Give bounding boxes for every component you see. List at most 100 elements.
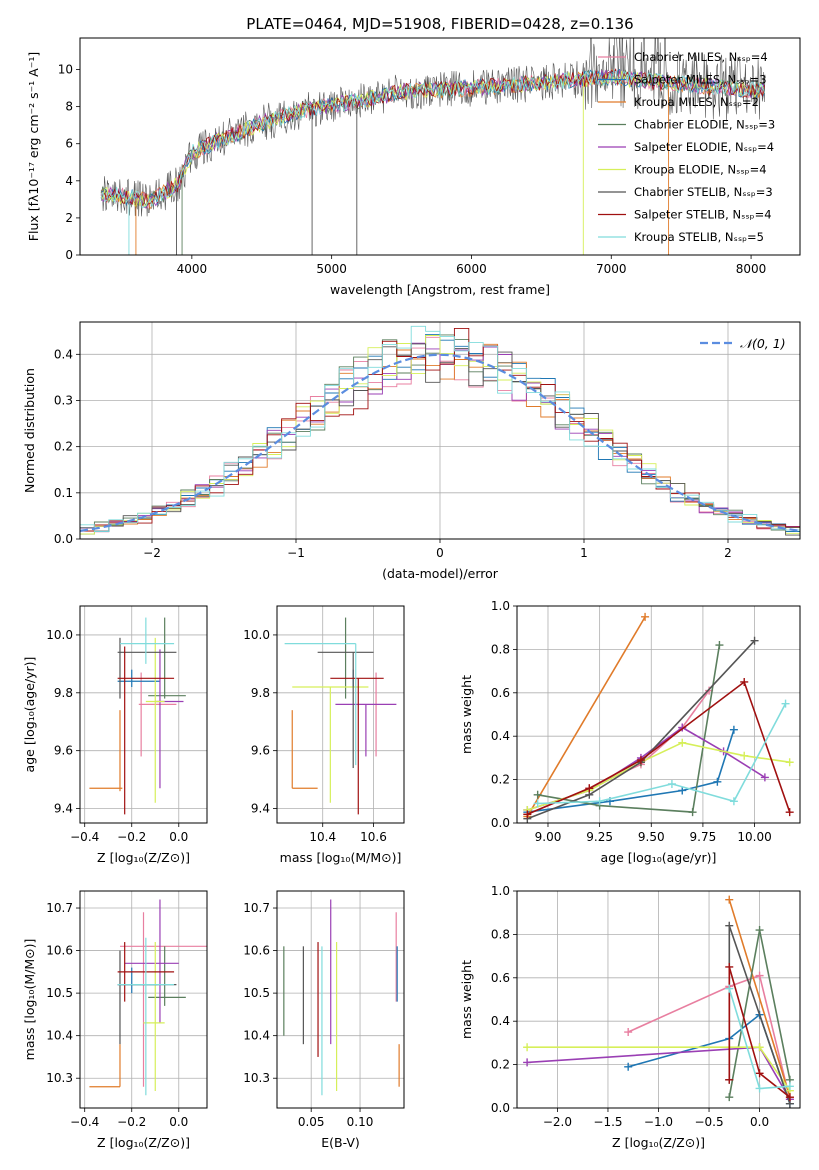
mass-weight-series-4: [527, 726, 766, 811]
mass-vs-EBV-plot-area: [277, 891, 404, 1108]
mass-weight-series-2: [728, 899, 791, 1098]
errorbar-point: [124, 899, 179, 1023]
data-point-marker: [755, 971, 764, 980]
axes-frame: [276, 890, 405, 1109]
histogram-series-8: [80, 325, 800, 532]
errorbar-point: [155, 649, 184, 789]
mass-weight-series-6: [527, 640, 756, 820]
axes-frame: [276, 605, 405, 824]
legend-label: Chabrier MILES, Nₛₛₚ=4: [634, 50, 768, 64]
mass-weight-series-0: [627, 974, 791, 1100]
y-tick-label: 9.4: [251, 802, 270, 816]
data-point-marker: [523, 1043, 532, 1052]
y-axis-label: mass [log₁₀(M/M⊙)]: [22, 939, 37, 1061]
spectrum-plot-area: [100, 38, 766, 255]
residuals-plot-area: [80, 322, 800, 539]
y-axis-label: Normed distribution: [22, 368, 37, 493]
x-axis-label: Z [log₁₀(Z/Z⊙)]: [97, 850, 190, 865]
mass-weight-vs-age-panel: 9.00 9.25 9.50 9.75 10.00 0.0 0.2 0.4 0.6 0.8 1.0 a…: [459, 599, 801, 865]
data-point-marker: [725, 962, 734, 971]
x-tick-label: 0: [436, 546, 444, 560]
data-point-marker: [641, 612, 650, 621]
errorbar-point: [335, 703, 397, 757]
legend-label: Kroupa ELODIE, Nₛₛₚ=4: [634, 163, 767, 177]
errorbar-point: [148, 946, 186, 1006]
spectrum-series-8: [100, 70, 765, 209]
data-point-marker: [595, 797, 604, 806]
data-point-marker: [624, 1062, 633, 1071]
y-tick-label: 0.6: [491, 686, 510, 700]
data-point-marker: [533, 790, 542, 799]
errorbar-point: [291, 710, 318, 789]
spectrum-series-4: [100, 69, 765, 209]
mass-weight-series-0: [526, 690, 710, 816]
legend-label: Chabrier STELIB, Nₛₛₚ=3: [634, 185, 773, 199]
errorbar-point: [143, 942, 165, 1091]
y-tick-label: 10: [58, 63, 73, 77]
x-tick-label: −1: [287, 546, 305, 560]
x-tick-label: 9.25: [586, 830, 613, 844]
y-tick-label: 0.6: [491, 971, 510, 985]
age-vs-Z-panel: −0.4 −0.2 0.0 9.4 9.6 9.8 10.0 Z [log₁₀(Z/Z⊙)] a…: [22, 605, 208, 865]
y-tick-label: 10.3: [46, 1071, 73, 1085]
mass-vs-Z-panel: −0.4 −0.2 0.0 10.3 10.4 10.5 10.6 10.7 Z [log₁₀(…: [22, 890, 208, 1150]
y-tick-label: 6: [65, 137, 73, 151]
x-tick-label: −1.5: [593, 1115, 622, 1129]
data-point-marker: [785, 808, 794, 817]
y-tick-label: 0.8: [491, 642, 510, 656]
data-point-marker: [636, 756, 645, 765]
errorbar-point: [317, 651, 374, 769]
normal-distribution-curve: [80, 353, 800, 532]
y-tick-label: 0.4: [54, 347, 73, 361]
y-tick-label: 0.0: [491, 816, 510, 830]
data-point-marker: [755, 1043, 764, 1052]
age-vs-mass-panel: 10.4 10.6 9.4 9.6 9.8 10.0 mass [log₁₀(M/M⊙)]: [243, 605, 405, 865]
x-tick-label: 9.75: [690, 830, 717, 844]
y-tick-label: 0.2: [491, 1058, 510, 1072]
y-tick-label: 10.4: [243, 1029, 270, 1043]
data-point-marker: [678, 786, 687, 795]
x-tick-label: 0.0: [169, 1115, 188, 1129]
errorbar-point: [138, 672, 177, 757]
mass-weight-series-7: [728, 966, 791, 1098]
y-tick-label: 10.5: [243, 986, 270, 1000]
y-axis-label: Flux [fλ10⁻¹⁷ erg cm⁻² s⁻¹ A⁻¹]: [26, 52, 41, 241]
data-point-marker: [523, 810, 532, 819]
y-tick-label: 10.6: [243, 944, 270, 958]
histogram-series-7: [80, 327, 800, 532]
histogram-series-6: [80, 343, 800, 536]
errorbar-point: [117, 637, 177, 699]
legend-label: Chabrier ELODIE, Nₛₛₚ=3: [634, 118, 775, 132]
x-tick-label: 6000: [456, 262, 487, 276]
y-tick-label: 0.0: [54, 532, 73, 546]
data-point-marker: [667, 779, 676, 788]
mass-vs-Z-plot-area: [80, 891, 207, 1108]
data-point-marker: [755, 926, 764, 935]
figure-title: PLATE=0464, MJD=51908, FIBERID=0428, z=0…: [246, 15, 633, 33]
data-point-marker: [713, 777, 722, 786]
y-tick-label: 10.0: [46, 628, 73, 642]
spectrum-series-7: [100, 68, 765, 207]
legend-label: Salpeter ELODIE, Nₛₛₚ=4: [634, 140, 774, 154]
y-tick-label: 0.4: [491, 729, 510, 743]
data-point-marker: [740, 751, 749, 760]
y-tick-label: 0.8: [491, 927, 510, 941]
errorbar-point: [119, 617, 175, 664]
data-point-marker: [755, 1084, 764, 1093]
x-tick-label: 2: [724, 546, 732, 560]
x-tick-label: 7000: [596, 262, 627, 276]
x-tick-label: 8000: [736, 262, 767, 276]
axes-frame: [516, 890, 801, 1109]
data-point-marker: [715, 641, 724, 650]
mass-weight-vs-Z-panel: −2.0 −1.5 −1.0 −0.5 0.0 0.0 0.2 0.4 0.6 0.8 1.0 Z […: [459, 884, 801, 1150]
x-axis-label: mass [log₁₀(M/M⊙)]: [280, 850, 402, 865]
y-tick-label: 10.7: [243, 901, 270, 915]
x-axis-label: age [log₁₀(age/yr)]: [601, 850, 717, 865]
errorbar-point: [145, 637, 165, 803]
x-tick-label: 4000: [177, 262, 208, 276]
mass-weight-vs-age-plot-area: [517, 606, 800, 823]
errorbar-point: [119, 912, 207, 1087]
y-tick-label: 4: [65, 174, 73, 188]
errorbar-point: [284, 643, 357, 766]
